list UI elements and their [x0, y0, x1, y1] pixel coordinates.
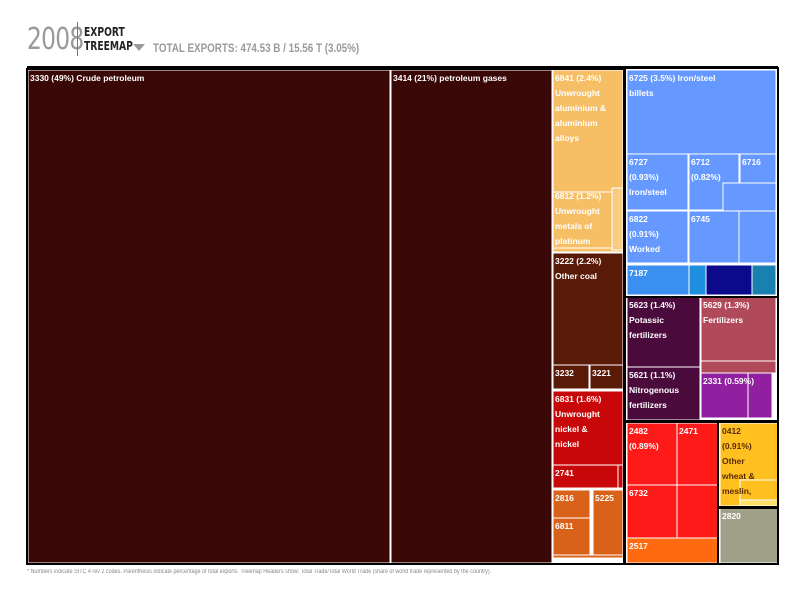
treemap-label-3221: 3221 [592, 368, 611, 378]
header-divider [77, 22, 78, 56]
dropdown-caret-icon[interactable] [133, 44, 145, 51]
treemap-label-6712: 6712 (0.82%) [691, 157, 721, 182]
treemap-label-6822: 6822 (0.91%) Worked [629, 214, 660, 254]
treemap-subcell[interactable] [751, 264, 777, 296]
treemap-cell-5621[interactable] [626, 366, 701, 421]
treemap-cell-3414[interactable] [390, 69, 553, 564]
treemap-subcell[interactable] [747, 372, 773, 419]
treemap-label-5623: 5623 (1.4%) Potassic fertilizers [629, 300, 675, 340]
treemap-subcell[interactable] [552, 554, 624, 559]
treemap-label-6725: 6725 (3.5%) Iron/steel billets [629, 73, 715, 98]
treemap-label-2517: 2517 [629, 541, 648, 551]
treemap-cell-6841[interactable] [552, 69, 624, 193]
treemap-cell-6822[interactable] [626, 210, 689, 264]
treemap-label-2820: 2820 [722, 511, 741, 521]
treemap-label-2471: 2471 [679, 426, 698, 436]
treemap-cell-3232[interactable] [552, 364, 590, 390]
treemap-cell-6811[interactable] [552, 517, 591, 559]
treemap-cell-2816[interactable] [552, 489, 591, 519]
treemap-label-6831: 6831 (1.6%) Unwrought nickel & nickel [555, 394, 601, 449]
treemap-cell-5225[interactable] [592, 489, 624, 559]
treemap-label-3222: 3222 (2.2%) Other coal [555, 256, 601, 281]
treemap-label-6727: 6727 (0.93%) Iron/steel [629, 157, 667, 197]
treemap-subcell[interactable] [700, 360, 777, 374]
treemap-label-7187: 7187 [629, 268, 648, 278]
treemap-subcell[interactable] [739, 499, 779, 507]
treemap-label-6811: 6811 [555, 521, 574, 531]
treemap-label-3330: 3330 (49%) Crude petroleum [30, 73, 145, 83]
treemap-label-6812: 6812 (1.2%) Unwrought metals of platinum [555, 191, 601, 246]
treemap-cell-5629[interactable] [700, 296, 777, 362]
treemap-subcell[interactable] [676, 484, 719, 539]
treemap-cell-2820[interactable] [719, 507, 779, 564]
treemap-label-0412: 0412 (0.91%) Other wheat & meslin, [721, 426, 755, 496]
treemap-label-5629: 5629 (1.3%) Fertilizers [703, 300, 749, 325]
total-exports-label: TOTAL EXPORTS: 474.53 B / 15.56 T (3.05%… [153, 41, 360, 55]
treemap-group-frame [717, 506, 779, 565]
treemap-label-6745: 6745 [691, 214, 710, 224]
treemap-cell-3330[interactable] [27, 69, 391, 564]
treemap-label-2741: 2741 [555, 468, 574, 478]
treemap-label-2482: 2482 (0.89%) [629, 426, 659, 451]
treemap-cell-6725[interactable] [626, 69, 777, 155]
treemap-subcell[interactable] [738, 210, 777, 264]
treemap-label-3232: 3232 [555, 368, 574, 378]
treemap-label-6841: 6841 (2.4%) Unwrought aluminium & aluminium… [555, 73, 606, 143]
view-type-label[interactable]: TREEMAP [84, 39, 133, 53]
treemap-cell-5623[interactable] [626, 296, 701, 368]
treemap-label-6716: 6716 [742, 157, 761, 167]
treemap-subcell[interactable] [705, 264, 753, 296]
chart-header: 2008 EXPORT TREEMAP TOTAL EXPORTS: 474.5… [0, 0, 800, 62]
treemap-label-6732: 6732 [629, 488, 648, 498]
treemap-label-5621: 5621 (1.1%) Nitrogenous fertilizers [629, 370, 679, 410]
treemap-cell-6727[interactable] [626, 153, 689, 211]
treemap-top-rule [27, 66, 778, 68]
treemap-label-2331: 2331 (0.59%) [703, 376, 754, 386]
year-label[interactable]: 2008 [27, 22, 84, 57]
trade-flow-label[interactable]: EXPORT [84, 25, 125, 39]
treemap-label-3414: 3414 (21%) petroleum gases [393, 73, 507, 83]
treemap-label-2816: 2816 [555, 493, 574, 503]
footnote: * Numbers indicate SITC 4 rev 2 codes. P… [27, 569, 492, 575]
treemap-subcell[interactable] [722, 182, 777, 212]
treemap-subcell[interactable] [617, 464, 624, 489]
treemap-cell-6831[interactable] [552, 390, 624, 466]
treemap-label-5225: 5225 [595, 493, 614, 503]
treemap-subcell[interactable] [611, 187, 624, 251]
treemap-cell-3222[interactable] [552, 252, 624, 366]
